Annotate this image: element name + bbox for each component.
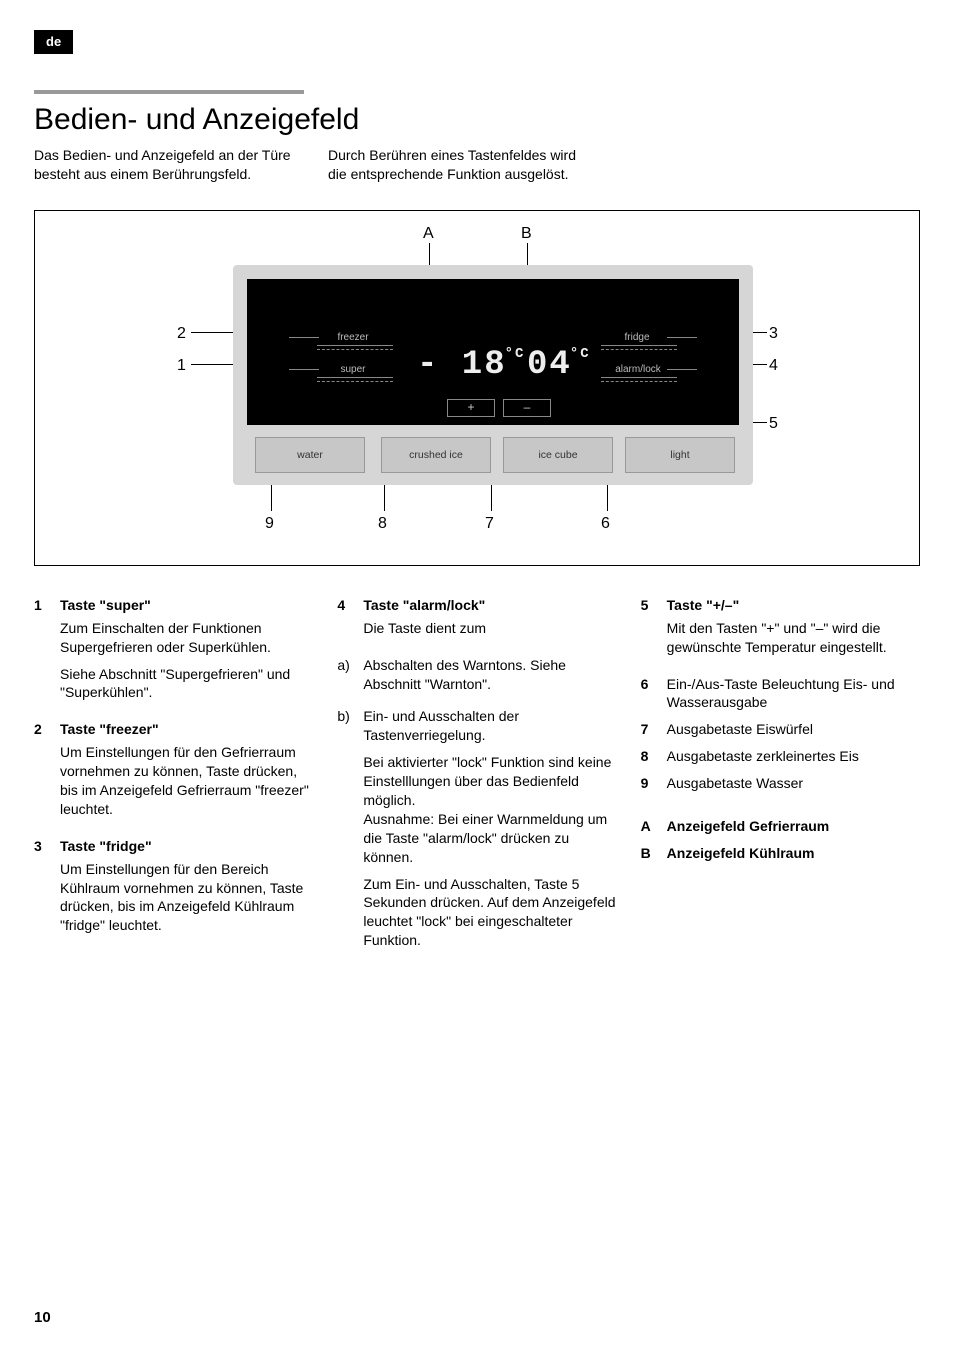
item-num: A <box>641 817 657 836</box>
temp-fridge-val: 04 <box>527 346 572 384</box>
item-num: 2 <box>34 720 50 826</box>
callout-1: 1 <box>177 355 186 377</box>
callout-B: B <box>521 223 532 245</box>
label-fridge: fridge <box>607 331 667 345</box>
item-text: Ausgabetaste Eiswürfel <box>667 720 813 739</box>
label-freezer: freezer <box>323 331 383 345</box>
item-a: A Anzeigefeld Gefrierraum <box>641 817 920 836</box>
control-panel: freezer super fridge alarm/lock - 18°C <box>233 265 753 485</box>
degc-freezer: °C <box>505 346 526 362</box>
minus-touch: – <box>503 399 551 417</box>
heading-rule <box>34 90 304 94</box>
item-num: 5 <box>641 596 657 665</box>
intro-left: Das Bedien- und Anzeigefeld an der Türe … <box>34 146 304 184</box>
language-tab: de <box>34 30 73 54</box>
under-alarm <box>601 377 677 382</box>
column-1: 1 Taste "super" Zum Einschalten der Funk… <box>34 596 313 964</box>
item-8: 8 Ausgabetaste zerkleinertes Eis <box>641 747 920 766</box>
panel-btn-crushed: crushed ice <box>381 437 491 473</box>
callout-8: 8 <box>378 513 387 535</box>
item-num: 4 <box>337 596 353 646</box>
item-num: 8 <box>641 747 657 766</box>
item-7: 7 Ausgabetaste Eiswürfel <box>641 720 920 739</box>
item-2: 2 Taste "freezer" Um Einstellungen für d… <box>34 720 313 826</box>
dash-super-l <box>289 369 319 371</box>
sub-para: Zum Ein- und Ausschalten, Taste 5 Sekund… <box>363 875 616 951</box>
item-num: 7 <box>641 720 657 739</box>
column-3: 5 Taste "+/–" Mit den Tasten "+" und "–"… <box>641 596 920 964</box>
item-num: 3 <box>34 837 50 943</box>
document-page: de Bedien- und Anzeigefeld Das Bedien- u… <box>0 0 954 1350</box>
item-text: Ausgabetaste zerkleinertes Eis <box>667 747 859 766</box>
under-fridge <box>601 345 677 350</box>
item-title: Taste "super" <box>60 596 313 615</box>
control-panel-figure: A B 2 1 3 4 5 9 8 7 6 <box>34 210 920 566</box>
item-title: Taste "fridge" <box>60 837 313 856</box>
callout-2: 2 <box>177 323 186 345</box>
sub-label: a) <box>337 656 353 702</box>
temp-freezer: - 18°C <box>417 343 527 389</box>
sub-para: Abschalten des Warntons. Siehe Abschnitt… <box>363 656 616 694</box>
callout-4: 4 <box>769 355 778 377</box>
item-text: Ausgabetaste Wasser <box>667 774 803 793</box>
temp-fridge: 04°C <box>527 343 593 389</box>
intro-columns: Das Bedien- und Anzeigefeld an der Türe … <box>34 146 920 184</box>
page-title: Bedien- und Anzeigefeld <box>34 100 920 141</box>
dash-fridge-r <box>667 337 697 339</box>
degc-fridge: °C <box>570 346 591 362</box>
intro-right: Durch Berühren eines Tastenfeldes wird d… <box>328 146 598 184</box>
plus-touch: + <box>447 399 495 417</box>
label-super: super <box>323 363 383 377</box>
item-para: Siehe Abschnitt "Supergefrieren" und "Su… <box>60 665 313 703</box>
sub-a: a) Abschalten des Warntons. Siehe Abschn… <box>337 656 616 702</box>
item-b: B Anzeigefeld Kühlraum <box>641 844 920 863</box>
item-text: Anzeigefeld Gefrierraum <box>667 817 830 836</box>
item-6: 6 Ein-/Aus-Taste Beleuchtung Eis- und Wa… <box>641 675 920 713</box>
display-area: freezer super fridge alarm/lock - 18°C <box>247 279 739 425</box>
callout-3: 3 <box>769 323 778 345</box>
item-text: Ein-/Aus-Taste Beleuchtung Eis- und Wass… <box>667 675 920 713</box>
label-alarm: alarm/lock <box>603 363 673 377</box>
item-para: Zum Einschalten der Funktionen Supergefr… <box>60 619 313 657</box>
figure-inner: A B 2 1 3 4 5 9 8 7 6 <box>53 223 901 553</box>
item-num: 6 <box>641 675 657 713</box>
sub-label: b) <box>337 707 353 958</box>
item-text: Anzeigefeld Kühlraum <box>667 844 815 863</box>
panel-btn-cube: ice cube <box>503 437 613 473</box>
dash-freezer-l <box>289 337 319 339</box>
under-super <box>317 377 393 382</box>
item-para: Die Taste dient zum <box>363 619 486 638</box>
sub-para: Ein- und Ausschalten der Tastenverriegel… <box>363 707 616 745</box>
page-number: 10 <box>34 1308 51 1328</box>
under-freezer <box>317 345 393 350</box>
item-5: 5 Taste "+/–" Mit den Tasten "+" und "–"… <box>641 596 920 665</box>
item-para: Um Einstellungen für den Bereich Kühlrau… <box>60 860 313 936</box>
panel-btn-water: water <box>255 437 365 473</box>
item-title: Taste "freezer" <box>60 720 313 739</box>
callout-6: 6 <box>601 513 610 535</box>
sub-para: Bei aktivierter "lock" Funktion sind kei… <box>363 753 616 866</box>
temp-freezer-val: - 18 <box>417 346 507 384</box>
item-para: Um Einstellungen für den Gefrierraum vor… <box>60 743 313 819</box>
item-num: 9 <box>641 774 657 793</box>
panel-btn-light: light <box>625 437 735 473</box>
item-3: 3 Taste "fridge" Um Einstellungen für de… <box>34 837 313 943</box>
sub-b: b) Ein- und Ausschalten der Tastenverrie… <box>337 707 616 958</box>
item-title: Taste "+/–" <box>667 596 920 615</box>
item-1: 1 Taste "super" Zum Einschalten der Funk… <box>34 596 313 710</box>
item-num: B <box>641 844 657 863</box>
dash-alarm-r <box>667 369 697 371</box>
column-2: 4 Taste "alarm/lock" Die Taste dient zum… <box>337 596 616 964</box>
callout-9: 9 <box>265 513 274 535</box>
item-title: Taste "alarm/lock" <box>363 596 486 615</box>
callout-5: 5 <box>769 413 778 435</box>
item-4: 4 Taste "alarm/lock" Die Taste dient zum <box>337 596 616 646</box>
callout-7: 7 <box>485 513 494 535</box>
item-9: 9 Ausgabetaste Wasser <box>641 774 920 793</box>
item-num: 1 <box>34 596 50 710</box>
callout-A: A <box>423 223 434 245</box>
item-para: Mit den Tasten "+" und "–" wird die gewü… <box>667 619 920 657</box>
content-columns: 1 Taste "super" Zum Einschalten der Funk… <box>34 596 920 964</box>
